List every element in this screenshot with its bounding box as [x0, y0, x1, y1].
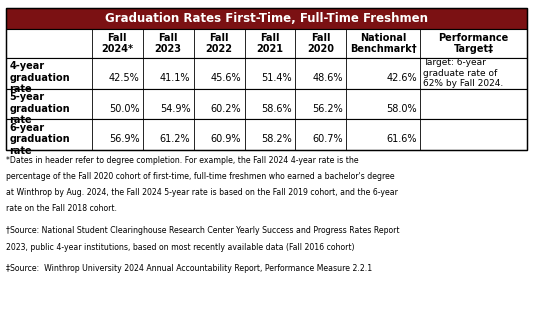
- Text: 4-year
graduation
rate: 4-year graduation rate: [10, 61, 70, 95]
- Text: Graduation Rates First-Time, Full-Time Freshmen: Graduation Rates First-Time, Full-Time F…: [105, 12, 428, 25]
- Text: 48.6%: 48.6%: [312, 73, 343, 83]
- Text: *Dates in header refer to degree completion. For example, the Fall 2024 4-year r: *Dates in header refer to degree complet…: [6, 156, 359, 165]
- Text: 58.2%: 58.2%: [262, 134, 292, 144]
- Bar: [6, 58, 527, 89]
- Text: 60.2%: 60.2%: [211, 104, 241, 114]
- Text: Target: 6-year
graduate rate of
62% by Fall 2024.: Target: 6-year graduate rate of 62% by F…: [423, 58, 503, 88]
- Text: National
Benchmark†: National Benchmark†: [350, 33, 417, 54]
- Text: 61.2%: 61.2%: [160, 134, 190, 144]
- Text: 45.6%: 45.6%: [211, 73, 241, 83]
- Text: ‡Source:  Winthrop University 2024 Annual Accountability Report, Performance Mea: ‡Source: Winthrop University 2024 Annual…: [6, 264, 373, 274]
- Text: Fall
2020: Fall 2020: [308, 33, 334, 54]
- Bar: [6, 8, 527, 29]
- Text: at Winthrop by Aug. 2024, the Fall 2024 5-year rate is based on the Fall 2019 co: at Winthrop by Aug. 2024, the Fall 2024 …: [6, 188, 398, 197]
- Text: Performance
Target‡: Performance Target‡: [438, 33, 508, 54]
- Text: Fall
2023: Fall 2023: [155, 33, 182, 54]
- Text: percentage of the Fall 2020 cohort of first-time, full-time freshmen who earned : percentage of the Fall 2020 cohort of fi…: [6, 172, 395, 181]
- Text: 54.9%: 54.9%: [160, 104, 190, 114]
- Bar: [6, 29, 527, 58]
- Text: 51.4%: 51.4%: [262, 73, 292, 83]
- Text: 56.9%: 56.9%: [109, 134, 140, 144]
- Text: 42.5%: 42.5%: [109, 73, 140, 83]
- Text: 41.1%: 41.1%: [160, 73, 190, 83]
- Text: 60.9%: 60.9%: [211, 134, 241, 144]
- Text: 2023, public 4-year institutions, based on most recently available data (Fall 20: 2023, public 4-year institutions, based …: [6, 243, 355, 252]
- Text: rate on the Fall 2018 cohort.: rate on the Fall 2018 cohort.: [6, 204, 117, 213]
- Text: 58.6%: 58.6%: [262, 104, 292, 114]
- Text: 56.2%: 56.2%: [312, 104, 343, 114]
- Bar: [6, 119, 527, 150]
- Text: 60.7%: 60.7%: [312, 134, 343, 144]
- Bar: [6, 89, 527, 119]
- Text: †Source: National Student Clearinghouse Research Center Yearly Success and Progr: †Source: National Student Clearinghouse …: [6, 226, 400, 235]
- Text: 61.6%: 61.6%: [386, 134, 417, 144]
- Bar: [6, 8, 527, 150]
- Text: 42.6%: 42.6%: [386, 73, 417, 83]
- Text: Fall
2022: Fall 2022: [206, 33, 232, 54]
- Text: 58.0%: 58.0%: [386, 104, 417, 114]
- Text: 6-year
graduation
rate: 6-year graduation rate: [10, 123, 70, 156]
- Text: Fall
2021: Fall 2021: [256, 33, 284, 54]
- Text: Fall
2024*: Fall 2024*: [101, 33, 133, 54]
- Text: 50.0%: 50.0%: [109, 104, 140, 114]
- Text: 5-year
graduation
rate: 5-year graduation rate: [10, 92, 70, 125]
